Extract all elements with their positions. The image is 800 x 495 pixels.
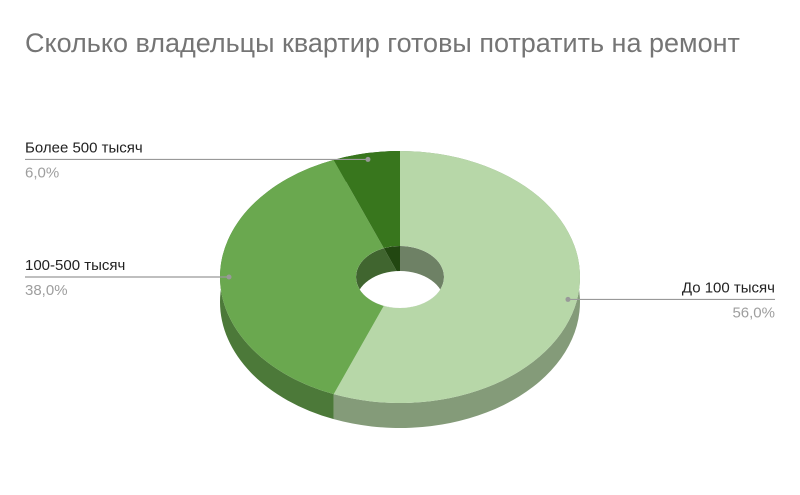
- hole-floor: [356, 271, 444, 308]
- slice-inner-wall: [383, 246, 400, 277]
- slice: [219, 159, 384, 395]
- leader-dot: [365, 156, 371, 162]
- hole: [356, 246, 444, 308]
- value-label: 6,0%: [25, 164, 59, 181]
- slice: [333, 151, 400, 249]
- value-label: 38,0%: [25, 282, 68, 299]
- category-label: 100-500 тысяч: [25, 257, 125, 274]
- chart-title: Сколько владельцы квартир готовы потрати…: [25, 28, 740, 58]
- leader-dot: [226, 274, 232, 280]
- slice-side: [333, 151, 580, 428]
- category-label: До 100 тысяч: [682, 279, 775, 296]
- slice: [333, 151, 580, 403]
- value-label: 56,0%: [732, 304, 775, 321]
- category-label: Более 500 тысяч: [25, 139, 143, 156]
- leader-dot: [565, 296, 571, 302]
